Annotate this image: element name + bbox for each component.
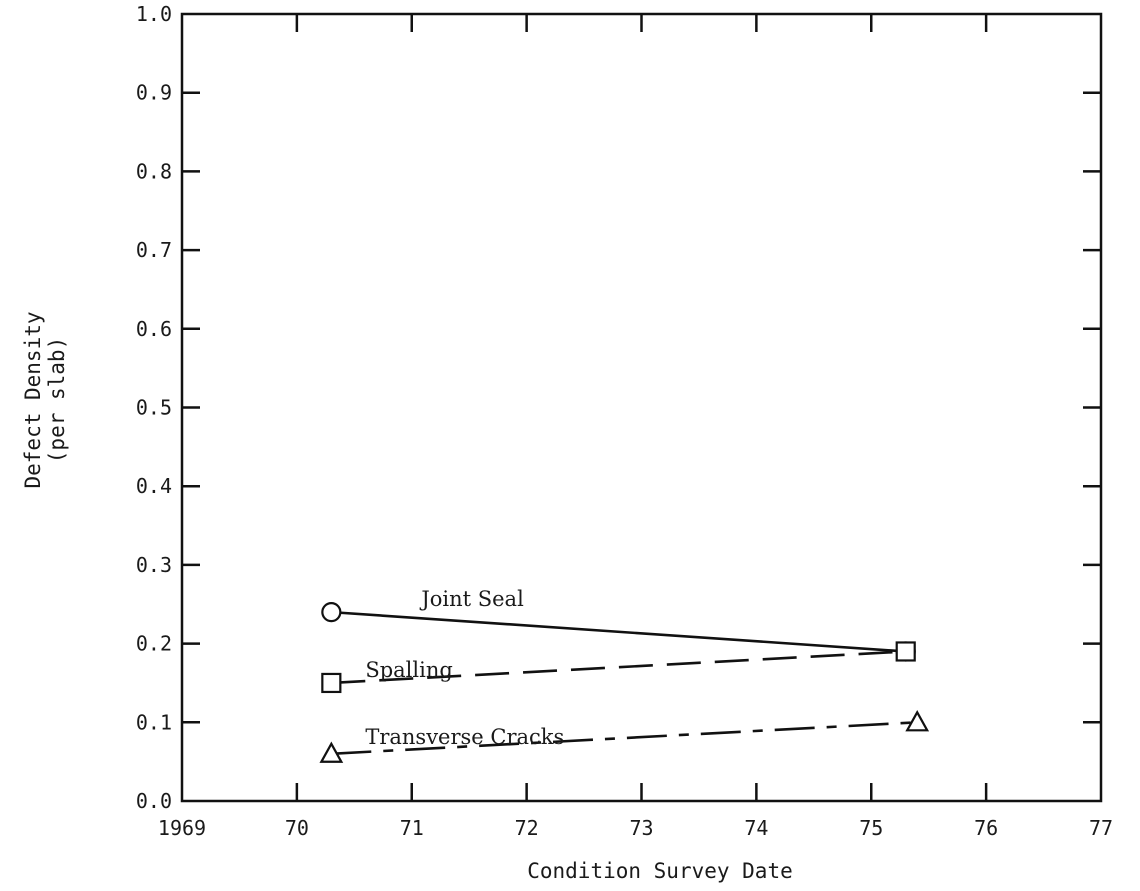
y-tick-label: 0.4 [136, 474, 172, 498]
y-tick-label: 0.5 [136, 396, 172, 420]
series-line [331, 610, 906, 653]
y-tick-label: 0.6 [136, 317, 172, 341]
y-tick-label: 0.9 [136, 81, 172, 105]
series-markers [319, 602, 930, 763]
series-label: Joint Seal [419, 587, 524, 611]
data-point-triangle [905, 710, 930, 732]
tick-marks [182, 14, 1101, 801]
data-point-triangle [319, 741, 344, 763]
plot-frame [180, 12, 1103, 803]
x-tick-label: 73 [629, 816, 653, 840]
y-tick-label: 0.3 [136, 553, 172, 577]
series-lines [331, 610, 918, 756]
x-tick-label: 71 [400, 816, 424, 840]
x-tick-label: 72 [515, 816, 539, 840]
y-tick-labels: 0.0 0.1 0.2 0.3 0.4 0.5 0.6 0.7 0.8 0.9 1.0 [136, 2, 172, 813]
series-labels: Joint Seal Spalling Transverse Cracks [365, 587, 564, 749]
x-tick-labels: 1969 70 71 72 73 74 75 76 77 [158, 816, 1113, 840]
y-tick-label: 0.8 [136, 159, 172, 183]
y-axis-title-sub: (per slab) [45, 337, 69, 463]
y-tick-label: 0.1 [136, 710, 172, 734]
x-tick-label: 70 [285, 816, 309, 840]
x-axis-title: Condition Survey Date [527, 859, 793, 883]
y-axis-title-main: Defect Density [21, 311, 45, 488]
x-tick-label: 74 [744, 816, 768, 840]
y-tick-label: 0.2 [136, 632, 172, 656]
y-axis-title: Defect Density (per slab) [21, 311, 69, 488]
data-point-square [321, 672, 342, 694]
data-point-circle [321, 602, 342, 623]
y-tick-label: 1.0 [136, 2, 172, 26]
series-line [331, 721, 918, 756]
x-tick-label: 75 [859, 816, 883, 840]
y-tick-label: 0.0 [136, 789, 172, 813]
series-label: Spalling [365, 658, 452, 682]
x-tick-label: 77 [1089, 816, 1113, 840]
series-label: Transverse Cracks [365, 725, 564, 749]
y-tick-label: 0.7 [136, 238, 172, 262]
x-tick-label: 1969 [158, 816, 206, 840]
data-point-square [895, 641, 916, 662]
x-tick-label: 76 [974, 816, 998, 840]
